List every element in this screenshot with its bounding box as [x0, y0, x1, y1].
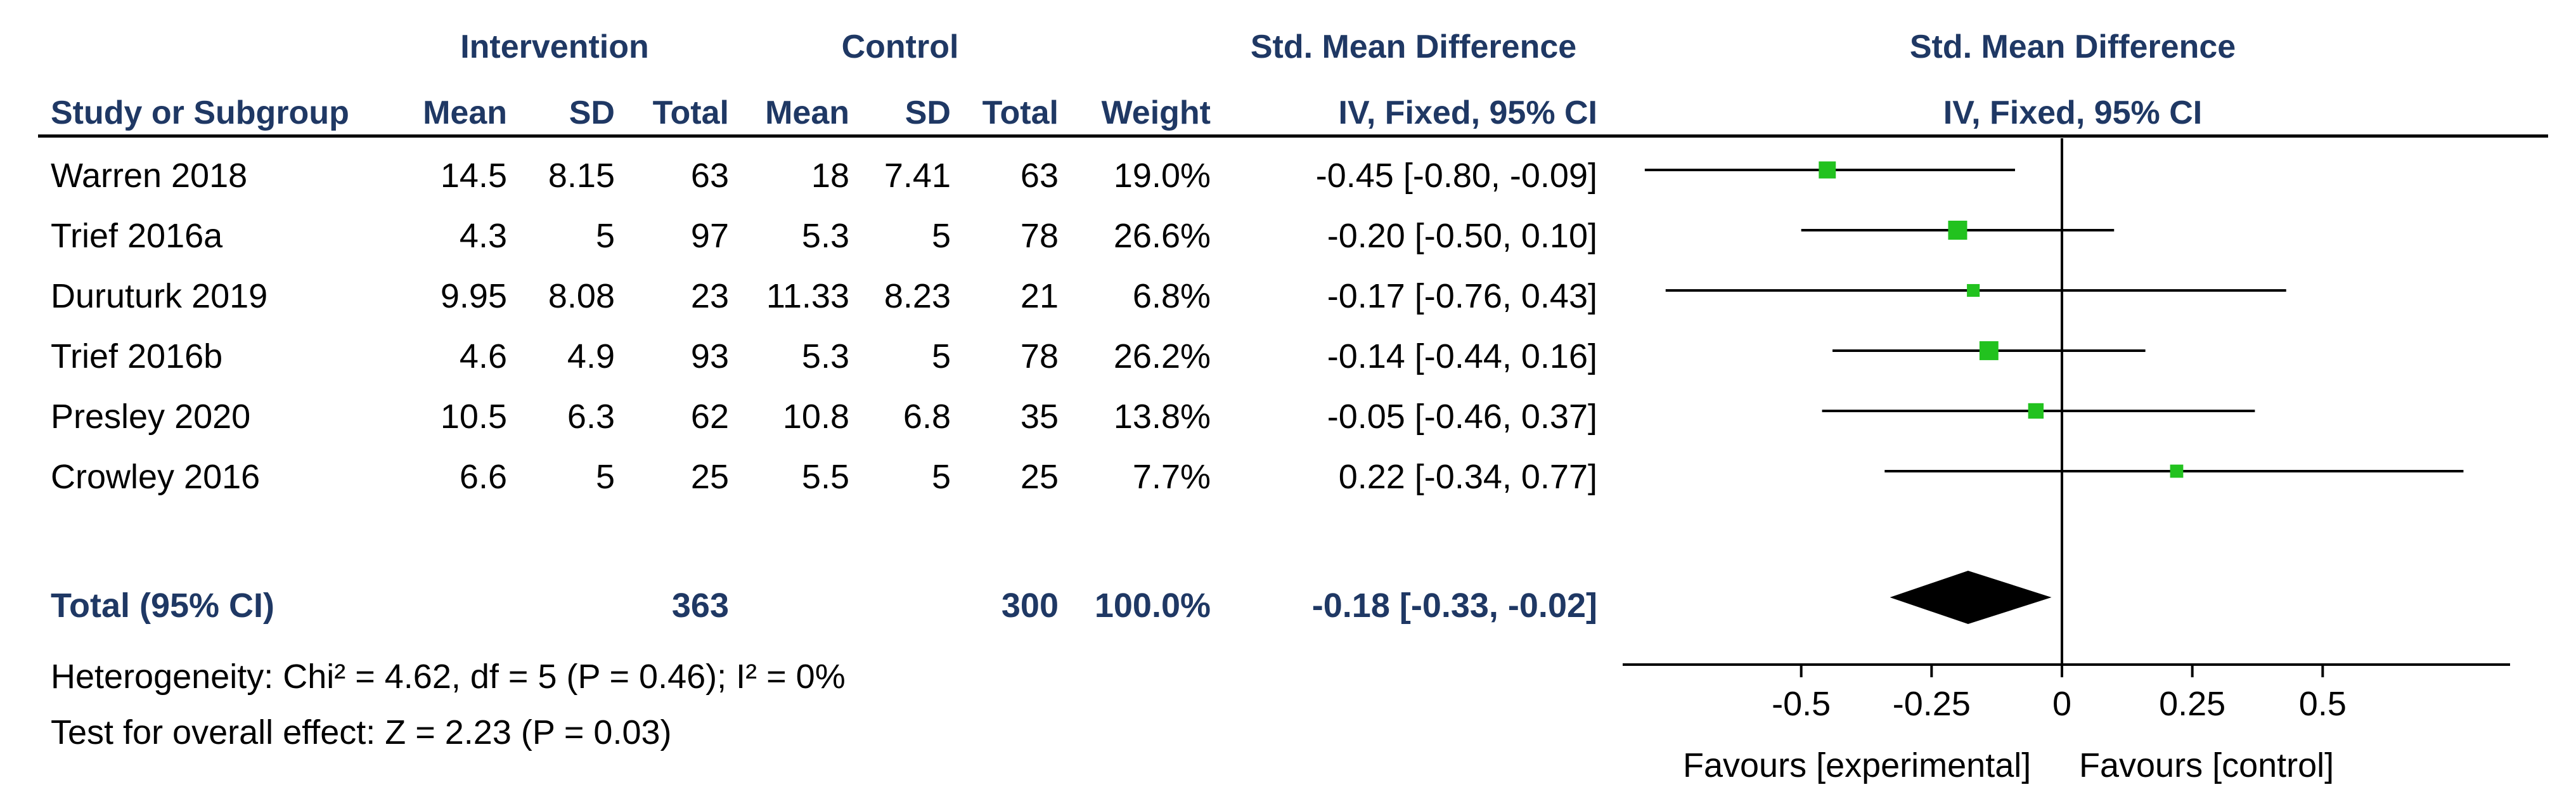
mean-intervention: 9.95 — [440, 277, 507, 315]
study-marker — [2170, 464, 2184, 478]
total-control: 78 — [1020, 217, 1059, 255]
smd-ci: -0.14 [-0.44, 0.16] — [1327, 337, 1597, 375]
sd-control: 8.23 — [884, 277, 951, 315]
sd-control: 5 — [931, 337, 951, 375]
smd-header-table: Std. Mean Difference — [1250, 29, 1577, 65]
total-n-control: 300 — [1001, 587, 1059, 625]
study-name: Trief 2016b — [51, 337, 223, 375]
total-control: 63 — [1020, 157, 1059, 195]
sd-intervention: 8.15 — [548, 157, 615, 195]
total-control: 21 — [1020, 277, 1059, 315]
mean-intervention: 4.3 — [459, 217, 507, 255]
study-name: Warren 2018 — [51, 157, 248, 195]
total-intervention: 62 — [690, 398, 729, 436]
x-tick-label: -0.25 — [1893, 685, 1971, 723]
mean-control: 5.3 — [801, 217, 849, 255]
header-rule — [38, 134, 2548, 138]
total-control: 78 — [1020, 337, 1059, 375]
study-name: Duruturk 2019 — [51, 277, 268, 315]
col-header-smd-method: IV, Fixed, 95% CI — [1338, 94, 1597, 131]
study-name: Presley 2020 — [51, 398, 251, 436]
study-marker — [1979, 341, 1999, 360]
smd-ci: -0.17 [-0.76, 0.43] — [1327, 277, 1597, 315]
total-intervention: 23 — [690, 277, 729, 315]
sd-control: 5 — [931, 217, 951, 255]
study-name: Trief 2016a — [51, 217, 223, 255]
smd-ci: -0.20 [-0.50, 0.10] — [1327, 217, 1597, 255]
sd-intervention: 8.08 — [548, 277, 615, 315]
weight: 19.0% — [1113, 157, 1211, 195]
study-marker — [1967, 283, 1980, 297]
sd-intervention: 6.3 — [567, 398, 615, 436]
sd-intervention: 4.9 — [567, 337, 615, 375]
total-control: 35 — [1020, 398, 1059, 436]
smd-ci: 0.22 [-0.34, 0.77] — [1338, 458, 1597, 496]
mean-control: 10.8 — [782, 398, 849, 436]
col-header-weight: Weight — [1101, 94, 1211, 131]
mean-intervention: 4.6 — [459, 337, 507, 375]
total-weight: 100.0% — [1094, 587, 1211, 625]
sd-intervention: 5 — [595, 217, 615, 255]
total-intervention: 97 — [690, 217, 729, 255]
overall-effect-text: Test for overall effect: Z = 2.23 (P = 0… — [51, 713, 672, 751]
total-n-intervention: 363 — [671, 587, 729, 625]
weight: 13.8% — [1113, 398, 1211, 436]
col-header-plot-method: IV, Fixed, 95% CI — [1943, 94, 2203, 131]
favours-experimental-label: Favours [experimental] — [1683, 746, 2032, 784]
total-intervention: 93 — [690, 337, 729, 375]
col-header-total-c: Total — [982, 94, 1059, 131]
sd-intervention: 5 — [595, 458, 615, 496]
study-marker — [1948, 221, 1967, 240]
weight: 26.2% — [1113, 337, 1211, 375]
col-header-study: Study or Subgroup — [51, 94, 349, 131]
mean-intervention: 14.5 — [440, 157, 507, 195]
total-control: 25 — [1020, 458, 1059, 496]
sd-control: 5 — [931, 458, 951, 496]
heterogeneity-text: Heterogeneity: Chi² = 4.62, df = 5 (P = … — [51, 658, 846, 696]
smd-ci: -0.45 [-0.80, -0.09] — [1315, 157, 1597, 195]
x-tick-label: 0.5 — [2299, 685, 2347, 723]
total-ci: -0.18 [-0.33, -0.02] — [1311, 587, 1597, 625]
mean-intervention: 10.5 — [440, 398, 507, 436]
group-header-intervention: Intervention — [460, 29, 649, 65]
x-tick-label: -0.5 — [1772, 685, 1831, 723]
total-label: Total (95% CI) — [51, 587, 275, 625]
col-header-mean-c: Mean — [765, 94, 849, 131]
col-header-sd-i: SD — [569, 94, 615, 131]
study-marker — [2028, 403, 2044, 419]
sd-control: 6.8 — [903, 398, 951, 436]
smd-ci: -0.05 [-0.46, 0.37] — [1327, 398, 1597, 436]
study-name: Crowley 2016 — [51, 458, 261, 496]
weight: 7.7% — [1132, 458, 1211, 496]
weight: 26.6% — [1113, 217, 1211, 255]
col-header-sd-c: SD — [905, 94, 951, 131]
x-tick-label: 0.25 — [2159, 685, 2225, 723]
col-header-total-i: Total — [652, 94, 729, 131]
total-intervention: 63 — [690, 157, 729, 195]
weight: 6.8% — [1132, 277, 1211, 315]
smd-header-plot: Std. Mean Difference — [1909, 29, 2236, 65]
mean-intervention: 6.6 — [459, 458, 507, 496]
total-intervention: 25 — [690, 458, 729, 496]
col-header-mean-i: Mean — [423, 94, 507, 131]
favours-control-label: Favours [control] — [2079, 746, 2334, 784]
group-header-control: Control — [841, 29, 959, 65]
mean-control: 11.33 — [766, 277, 849, 315]
sd-control: 7.41 — [884, 157, 951, 195]
mean-control: 5.3 — [801, 337, 849, 375]
mean-control: 18 — [811, 157, 849, 195]
study-marker — [1819, 161, 1836, 179]
x-tick-label: 0 — [2052, 685, 2071, 723]
pooled-diamond — [1890, 571, 2052, 624]
mean-control: 5.5 — [801, 458, 849, 496]
